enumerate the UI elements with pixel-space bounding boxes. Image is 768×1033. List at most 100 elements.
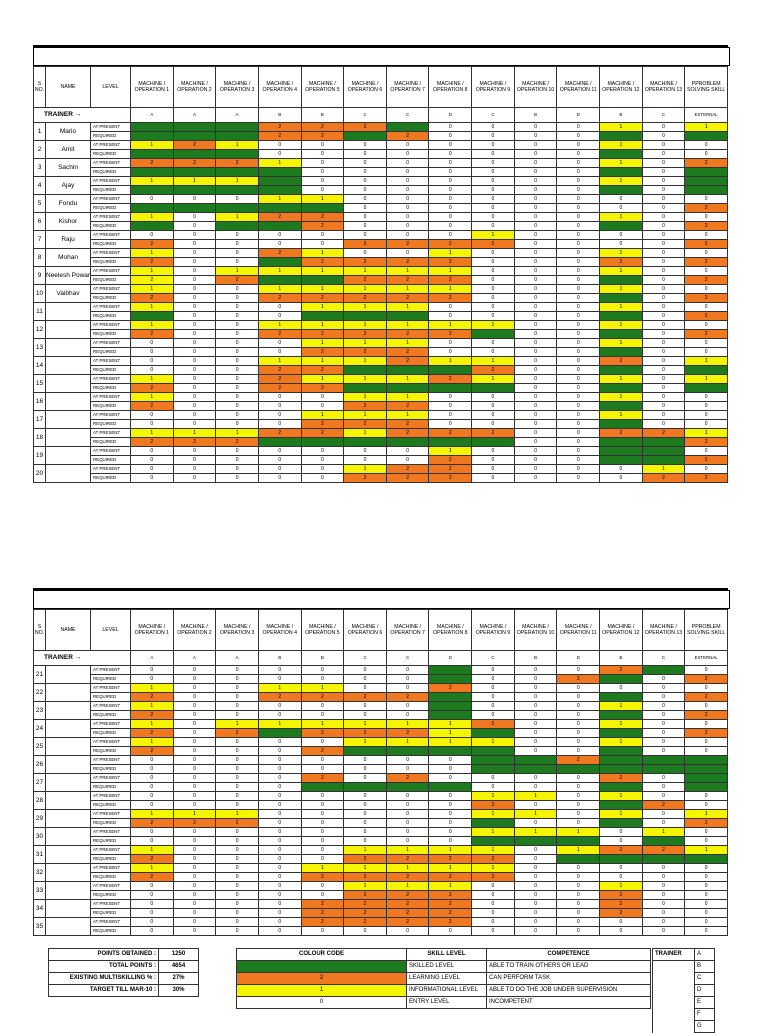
skill-cell: 2 [385,401,430,411]
skill-cell: 2 [343,275,387,285]
skill-cell: 2 [599,257,643,267]
skill-cell: 0 [556,176,601,186]
skill-cell: 0 [684,926,728,936]
skill-cell: 0 [343,809,387,819]
skill-cell: 0 [471,710,515,720]
table-row: 25 AT PRESENT 1 0 0 0 0 1 1 1 1 0 0 1 0 0 [33,737,728,756]
col-header-operation: MACHINE / OPERATION 11 [556,66,601,108]
table-row: REQUIRED 0 0 0 0 0 2 2 2 0 0 0 0 2 2 [34,473,728,483]
skill-cell: 0 [471,212,515,222]
skill-cell: 0 [257,917,302,927]
skill-cell: 1 [385,845,430,855]
skill-cell: 0 [684,917,728,927]
row-number: 13 [33,338,46,357]
skill-cell: 0 [556,167,601,177]
col-header-operation: PPROBLEM SOLVING SKILL [684,66,728,108]
skill-cell: 1 [343,266,387,276]
skill-cell: 0 [513,140,558,150]
skill-cell: 0 [513,917,558,927]
row-number: 12 [33,320,46,339]
skill-cell [684,365,728,375]
legend-competence: ABLE TO DO THE JOB UNDER SUPERVISION [486,984,651,997]
table-row: REQUIRED 0 0 0 0 0 0 0 0 2 [34,311,728,321]
skill-cell: 0 [684,791,728,801]
skill-cell: 0 [215,329,259,339]
skill-cell: 0 [172,455,217,465]
skill-cell: 0 [471,683,515,693]
skill-cell: 0 [300,140,345,150]
table-row: 10 Vaibhav AT PRESENT 1 0 0 1 1 1 1 1 0 0 0 1 0 0 [33,284,728,303]
level-label: REQUIRED [90,437,131,447]
skill-cell: 0 [385,710,430,720]
skill-cell [599,728,643,738]
skill-cell: 2 [257,122,302,132]
table-row: 32 AT PRESENT 1 0 0 0 1 1 1 1 1 0 0 0 0 0 [33,863,728,882]
skill-cell: 0 [684,347,728,357]
skill-cell: 1 [215,719,259,729]
skill-cell: 0 [343,194,387,204]
skill-cell [641,446,686,456]
operator-name [45,791,91,810]
trainer-letter: D [556,650,601,666]
skill-cell: 0 [428,311,473,321]
skill-cell [599,755,643,765]
table-row: REQUIRED 2 0 0 2 2 2 2 2 0 0 0 2 [34,329,728,339]
table-row: REQUIRED 2 0 0 2 2 2 2 0 0 0 0 2 [34,692,728,702]
skill-cell: 0 [471,311,515,321]
skill-cell: 0 [215,239,259,249]
operator-name [45,881,91,900]
skill-cell: 0 [641,728,686,738]
skill-cell: 0 [257,239,302,249]
skill-cell: 0 [215,899,259,909]
skill-cell: 0 [556,881,601,891]
trainer-key-header [652,1008,695,1021]
skill-cell [684,854,728,864]
skill-cell: 0 [556,701,601,711]
skill-cell: 0 [556,863,601,873]
skill-cell: 0 [300,665,345,675]
skill-cell: 0 [684,212,728,222]
skill-cell: 0 [471,419,515,429]
skill-cell [684,131,728,141]
skill-cell: 0 [130,881,174,891]
skill-cell: 2 [428,329,473,339]
skill-cell: 0 [130,473,174,483]
table-row: REQUIRED 0 0 0 0 0 0 0 0 [34,167,728,177]
skill-cell: 0 [556,683,601,693]
table-row: 31 AT PRESENT 1 0 0 0 0 1 1 1 1 0 1 2 2 1 [33,845,728,864]
skill-cell: 0 [172,764,217,774]
skill-cell: 0 [556,230,601,240]
skill-cell: 0 [215,836,259,846]
skill-cell: 1 [343,374,387,384]
trainer-letter: D [428,650,473,666]
skill-cell: 0 [257,710,302,720]
operator-name: Kishor [45,212,91,231]
legend-skill-header: SKILL LEVEL [406,948,487,961]
col-header-operation: MACHINE / OPERATION 3 [215,609,259,651]
skill-cell [257,176,302,186]
skill-cell: 0 [343,683,387,693]
skill-cell: 0 [130,890,174,900]
skill-cell: 2 [172,140,217,150]
skill-cell: 2 [556,674,601,684]
skill-cell: 1 [385,374,430,384]
skill-cell: 0 [172,374,217,384]
col-header-name: NAME [45,609,91,651]
skill-cell: 0 [641,401,686,411]
skill-cell: 0 [513,428,558,438]
skill-cell: 0 [556,410,601,420]
row-number: 2 [33,140,46,159]
skill-cell: 0 [130,899,174,909]
skill-cell: 2 [300,908,345,918]
skill-cell: 1 [130,302,174,312]
skill-cell: 1 [599,248,643,258]
skill-cell [215,185,259,195]
skill-cell: 0 [257,845,302,855]
skill-cell: 1 [172,428,217,438]
table-row: 14 AT PRESENT 0 0 0 1 1 1 2 1 1 0 0 2 0 1 [33,356,728,375]
skill-cell: 0 [257,791,302,801]
col-header-operation: MACHINE / OPERATION 4 [257,609,302,651]
skill-cell: 1 [556,845,601,855]
skill-matrix-table-1: S NO. NAME LEVEL MACHINE / OPERATION 1 MACHI… [33,66,728,483]
skill-cell: 0 [513,701,558,711]
